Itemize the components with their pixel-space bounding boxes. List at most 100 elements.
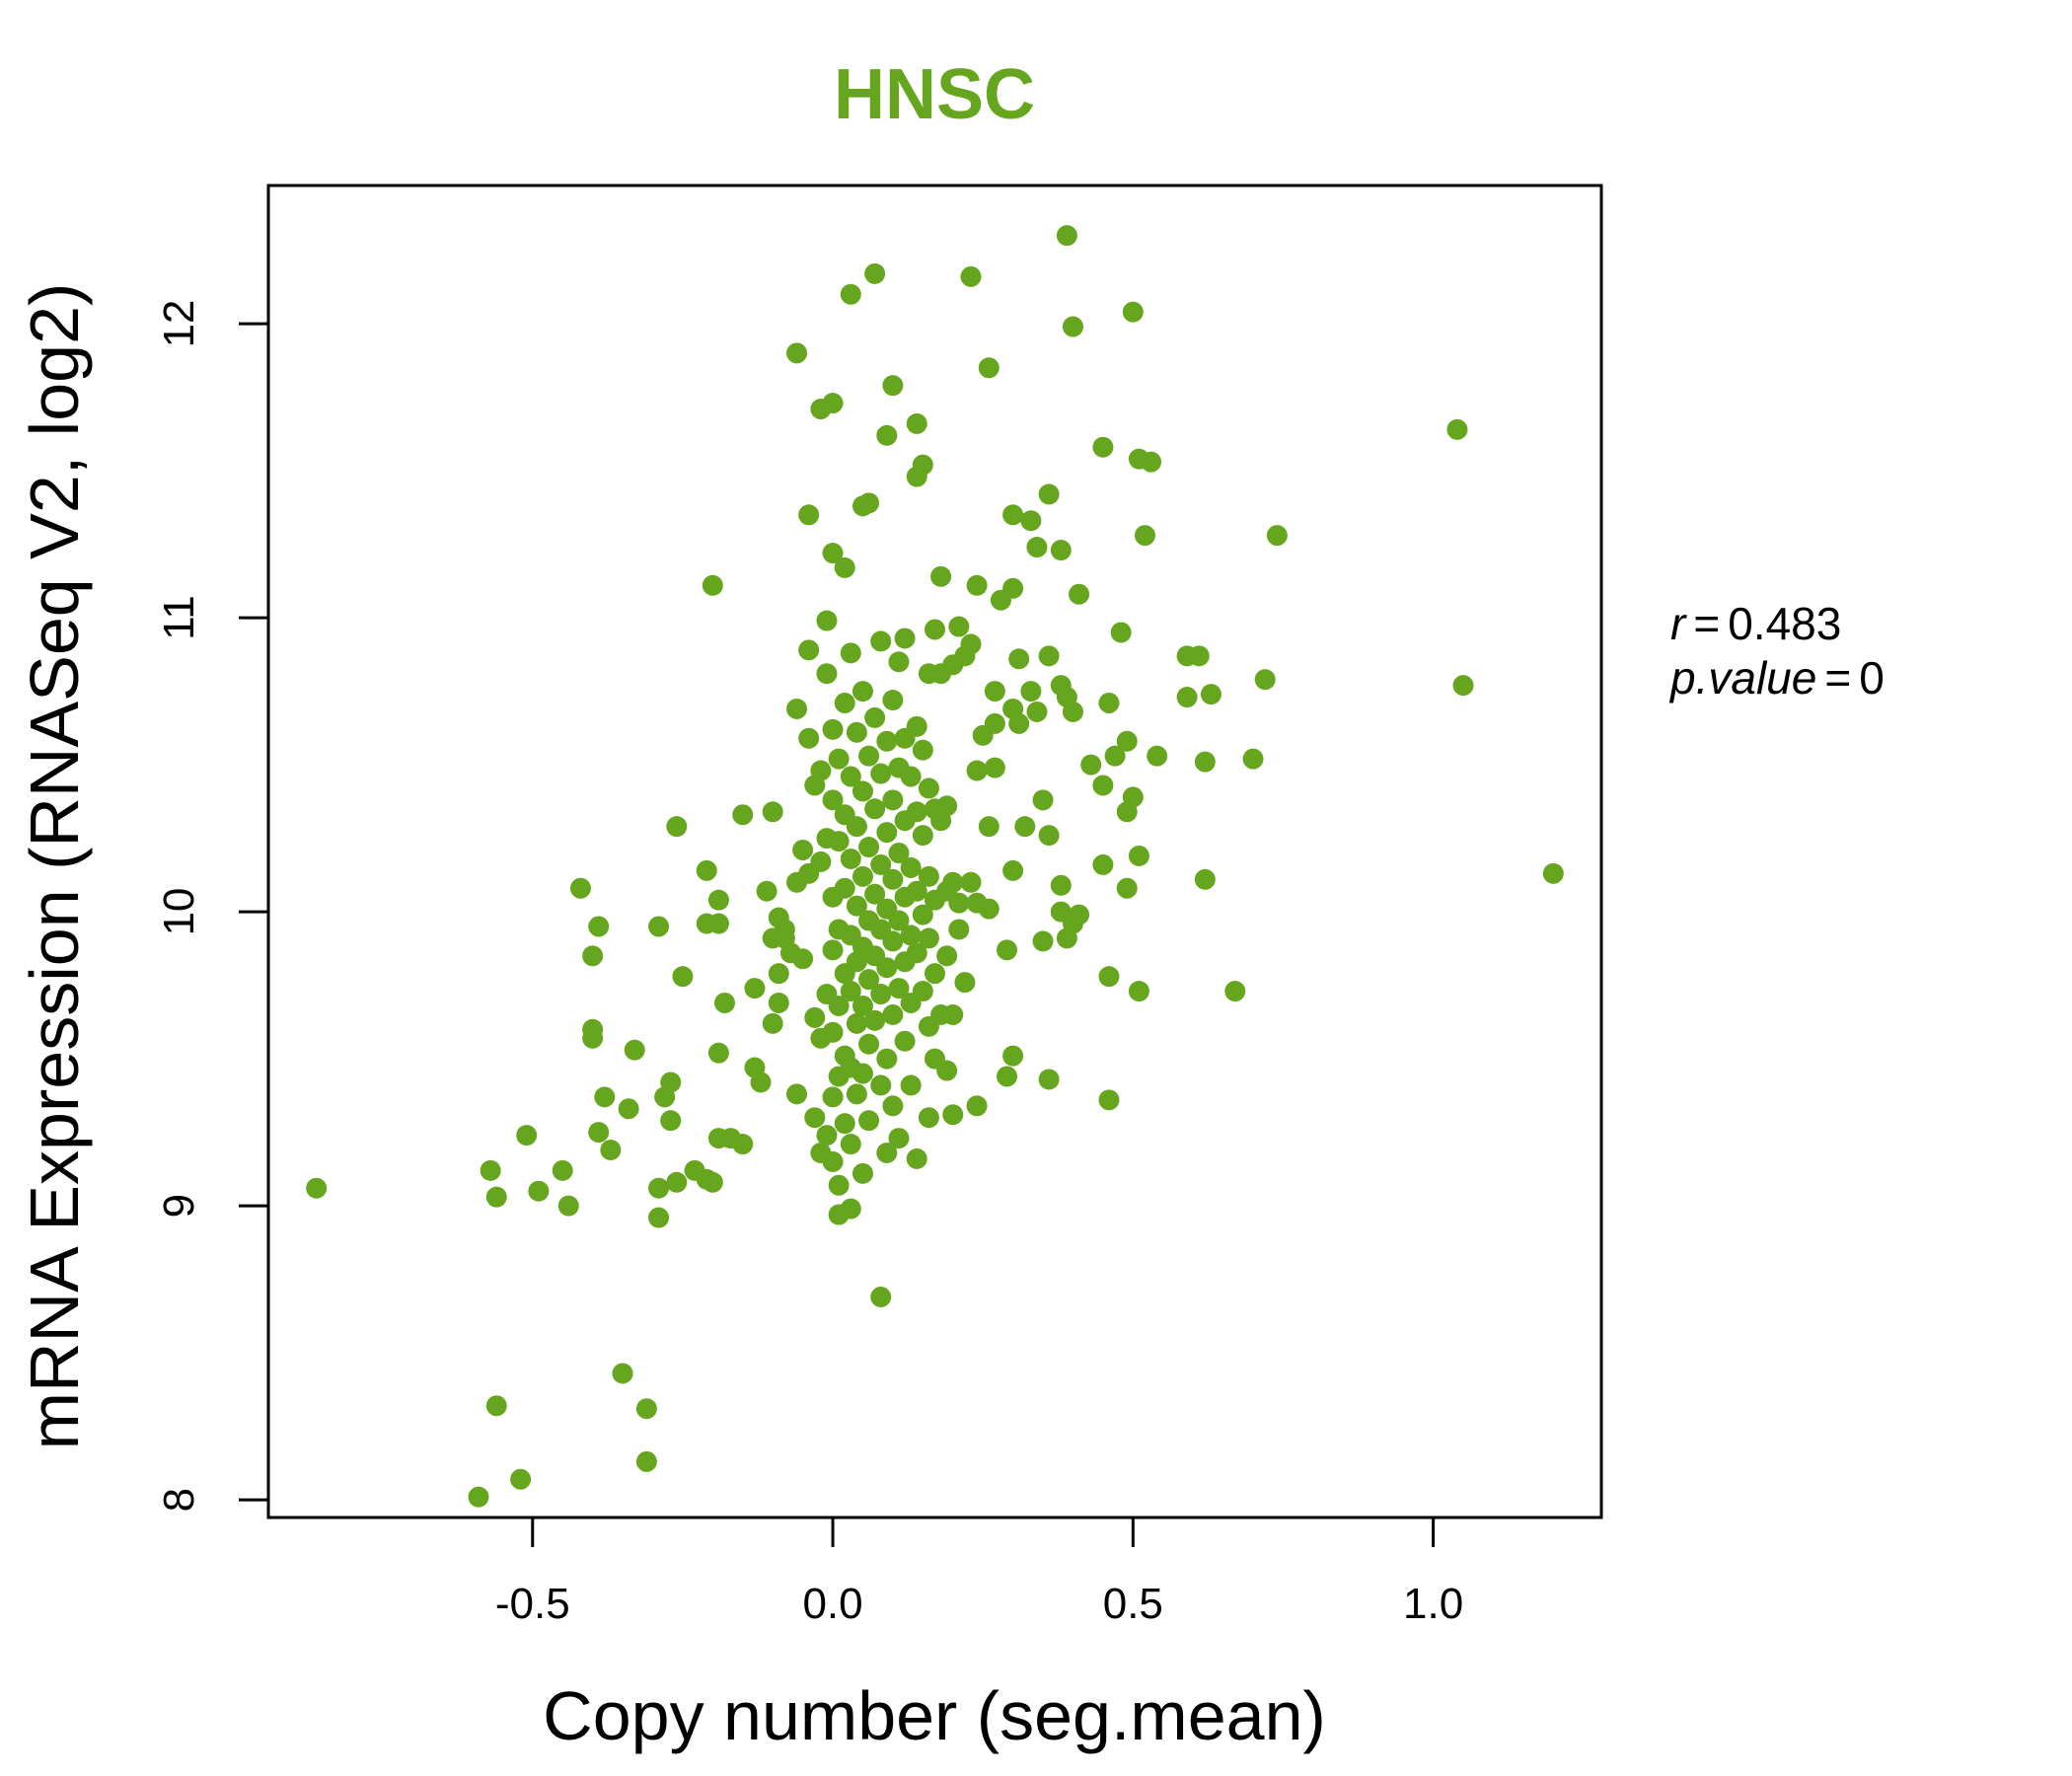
data-point <box>984 712 1005 734</box>
data-point <box>864 1009 886 1031</box>
data-point <box>876 730 898 752</box>
data-point <box>696 859 717 881</box>
data-point <box>948 919 970 940</box>
data-point <box>756 880 777 902</box>
data-points <box>306 225 1564 1508</box>
data-point <box>822 1086 844 1108</box>
data-point <box>984 681 1005 703</box>
data-point <box>1062 701 1083 722</box>
data-point <box>840 1134 861 1155</box>
data-point <box>1020 681 1042 703</box>
data-point <box>864 883 886 905</box>
data-point <box>918 865 939 887</box>
data-point <box>822 789 844 811</box>
data-point <box>858 837 880 858</box>
data-point <box>906 801 927 823</box>
data-point <box>1002 1045 1024 1067</box>
data-point <box>1134 525 1155 547</box>
data-point <box>882 868 904 890</box>
data-point <box>468 1486 489 1508</box>
y-axis-ticks: 8 9 10 11 12 <box>155 300 268 1512</box>
data-point <box>888 651 910 673</box>
data-point <box>1176 687 1198 708</box>
data-point <box>912 825 933 847</box>
data-point <box>876 1142 898 1163</box>
data-point <box>918 927 939 949</box>
data-point <box>888 978 910 999</box>
data-point <box>1147 745 1168 767</box>
data-point <box>851 865 873 887</box>
data-point <box>822 718 844 740</box>
data-point <box>925 619 945 640</box>
x-tick-label: 1.0 <box>1403 1580 1463 1628</box>
y-tick-label: 12 <box>155 300 203 348</box>
x-axis-ticks: -0.5 0.0 0.5 1.0 <box>495 1517 1463 1628</box>
data-point <box>978 357 999 379</box>
data-point <box>707 1042 729 1064</box>
chart-title: HNSC <box>834 55 1035 134</box>
data-point <box>762 801 783 823</box>
data-point <box>666 1171 688 1193</box>
r-label: r <box>1670 598 1687 649</box>
y-tick-label: 8 <box>155 1488 203 1512</box>
data-point <box>1542 862 1564 884</box>
data-point <box>1266 525 1288 547</box>
data-point <box>582 1018 604 1040</box>
data-point <box>786 1083 808 1105</box>
data-point <box>870 763 892 784</box>
data-point <box>876 822 898 844</box>
data-point <box>660 1110 682 1132</box>
data-point <box>840 981 861 1002</box>
data-point <box>840 283 861 305</box>
data-point <box>966 1095 988 1117</box>
data-point <box>1062 316 1083 337</box>
data-point <box>851 995 873 1016</box>
data-point <box>1116 877 1138 899</box>
y-axis-label-group: mRNA Expression (RNASeq V2, log2) <box>16 283 93 1450</box>
data-point <box>1050 540 1072 561</box>
data-point <box>851 1063 873 1084</box>
data-point <box>1116 730 1138 752</box>
data-point <box>906 942 927 964</box>
data-point <box>1038 645 1060 667</box>
data-point <box>870 630 892 652</box>
data-point <box>912 904 933 925</box>
data-point <box>1069 583 1090 605</box>
data-point <box>997 1066 1018 1087</box>
data-point <box>804 1107 826 1129</box>
data-point <box>966 574 988 596</box>
y-tick-label: 11 <box>155 595 203 640</box>
data-point <box>816 1125 838 1147</box>
data-point <box>894 628 916 649</box>
data-point <box>876 957 898 979</box>
data-point <box>635 1450 657 1472</box>
r-value: 0.483 <box>1728 598 1841 649</box>
data-point <box>912 739 933 761</box>
x-tick-label: -0.5 <box>495 1580 570 1628</box>
data-point <box>732 1134 754 1155</box>
data-point <box>810 760 832 781</box>
data-point <box>1080 754 1102 776</box>
p-value: 0 <box>1859 652 1885 703</box>
data-point <box>942 1003 964 1025</box>
data-point <box>851 681 873 703</box>
data-point <box>925 963 945 985</box>
data-point <box>882 930 904 952</box>
data-point <box>1032 789 1054 811</box>
data-point <box>1050 874 1072 896</box>
data-point <box>918 777 939 799</box>
data-point <box>840 1198 861 1220</box>
y-tick-label: 10 <box>155 888 203 936</box>
data-point <box>840 848 861 869</box>
data-point <box>870 1074 892 1096</box>
data-point <box>1122 301 1144 323</box>
data-point <box>582 945 604 967</box>
data-point <box>828 831 850 852</box>
data-point <box>846 1083 867 1105</box>
data-point <box>876 1048 898 1070</box>
data-point <box>762 1012 783 1034</box>
data-point <box>1200 684 1221 705</box>
data-point <box>882 789 904 811</box>
data-point <box>900 1074 922 1096</box>
